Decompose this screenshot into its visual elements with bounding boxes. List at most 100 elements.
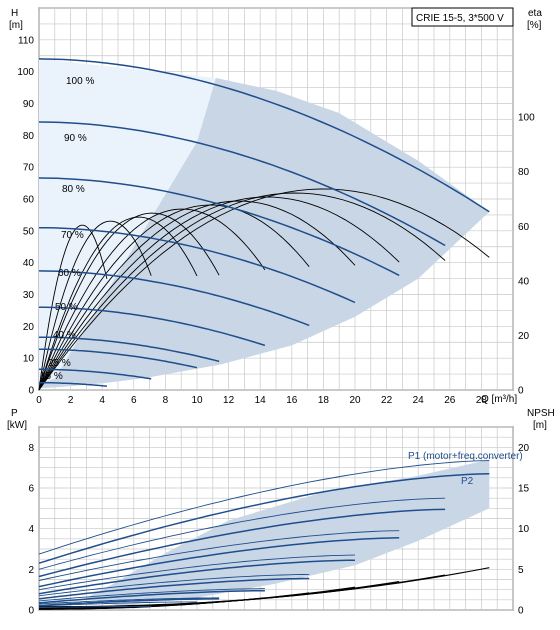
- power-curves: [38, 460, 490, 609]
- y-tick-label: 0: [28, 606, 34, 617]
- y2-tick-label: 5: [518, 565, 524, 576]
- y-tick-label: 40: [23, 258, 35, 269]
- y-tick-label: 6: [28, 484, 34, 495]
- p1-curve: [38, 597, 220, 605]
- x-tick-label: 2: [68, 395, 74, 406]
- power-area: [86, 459, 490, 606]
- x-tick-label: 26: [444, 395, 456, 406]
- chart-title: CRIE 15-5, 3*500 V: [416, 13, 504, 24]
- y2-tick-label: 60: [518, 222, 530, 233]
- p1-curve: [38, 460, 490, 555]
- series-label-p1: P1 (motor+freq.converter): [408, 451, 523, 462]
- head-curve: [38, 270, 310, 327]
- series-label-p2: P2: [461, 476, 474, 487]
- y2-tick-label: 10: [518, 524, 530, 535]
- speed-label: 100 %: [66, 76, 94, 87]
- y-tick-label: 60: [23, 195, 35, 206]
- p2-curve: [38, 559, 356, 595]
- head-curve: [39, 381, 107, 387]
- head-curve: [39, 348, 198, 369]
- p2-curve: [38, 598, 220, 607]
- speed-label: 60 %: [58, 268, 81, 279]
- x-tick-label: 6: [131, 395, 137, 406]
- x-tick-label: 18: [318, 395, 330, 406]
- head-curve: [39, 336, 220, 363]
- speed-labels: 100 % 90 % 80 % 70 % 60 % 50 % 40 % 25 % 15 %: [40, 76, 94, 382]
- y2-axis-label-npsh: NPSH: [527, 408, 555, 419]
- y2-axis-unit-npsh: [m]: [533, 420, 547, 431]
- y2-tick-label: 15: [518, 484, 530, 495]
- y-tick-label: 90: [23, 99, 35, 110]
- head-curve: [38, 121, 446, 247]
- bottom-y-tick-labels: 0 2 4 6 8: [28, 443, 34, 617]
- efficiency-curves: [38, 188, 490, 391]
- top-y-tick-labels: 0 10 20 30 40 50 60 70 80 90 100 110: [17, 35, 34, 396]
- p2-curve: [38, 473, 490, 564]
- y-tick-label: 110: [18, 35, 34, 46]
- x-tick-label: 8: [163, 395, 169, 406]
- x-tick-label: 16: [286, 395, 298, 406]
- x-tick-label: 22: [381, 395, 393, 406]
- efficiency-curve: [38, 208, 266, 391]
- head-curve: [39, 368, 152, 380]
- p1-curve: [38, 588, 265, 602]
- y-axis-unit-h: [m]: [9, 20, 23, 31]
- y2-tick-label: 80: [518, 167, 530, 178]
- y-tick-label: 10: [23, 354, 35, 365]
- y2-tick-label: 100: [518, 113, 535, 124]
- y-tick-label: 0: [28, 386, 34, 397]
- speed-label: 90 %: [64, 133, 87, 144]
- p1-curve: [38, 554, 356, 591]
- y-tick-label: 8: [28, 443, 34, 454]
- x-tick-label: 0: [36, 395, 42, 406]
- p1-curve: [38, 605, 152, 609]
- p1-curve: [38, 601, 197, 607]
- head-curve: [39, 226, 356, 304]
- title-box: [411, 7, 514, 27]
- y-axis-unit-p: [kW]: [7, 420, 27, 431]
- y2-tick-label: 0: [518, 386, 524, 397]
- p1-curve: [38, 530, 400, 581]
- x-tick-label: 28: [476, 395, 488, 406]
- p2-curve: [38, 589, 265, 604]
- x-axis-label-q: Q [m³/h]: [481, 394, 517, 405]
- speed-label: 80 %: [62, 184, 85, 195]
- y-tick-label: 30: [23, 290, 35, 301]
- y2-tick-label: 20: [518, 443, 530, 454]
- head-curve: [38, 306, 266, 347]
- y-tick-label: 2: [28, 565, 34, 576]
- y-axis-label-p: P: [11, 408, 18, 419]
- efficiency-curve: [38, 200, 356, 391]
- speed-label: 40 %: [53, 330, 76, 341]
- efficiency-curve: [38, 188, 490, 391]
- x-tick-label: 4: [99, 395, 105, 406]
- y-tick-label: 4: [28, 524, 34, 535]
- speed-label: 15 %: [40, 371, 63, 382]
- x-tick-label: 12: [223, 395, 235, 406]
- top-x-tick-labels: 0 2 4 6 8 10 12 14 16 18 20 22 24 26 28: [36, 395, 487, 406]
- speed-label: 25 %: [48, 358, 71, 369]
- x-tick-label: 24: [413, 395, 425, 406]
- operating-area: [39, 78, 490, 389]
- y-tick-label: 70: [23, 163, 35, 174]
- top-y2-tick-labels: 0 20 40 60 80 100: [518, 113, 535, 397]
- p2-curve: [38, 508, 446, 578]
- efficiency-curve: [38, 204, 310, 391]
- y2-axis-label-eta: eta: [528, 8, 542, 19]
- y2-tick-label: 40: [518, 276, 530, 287]
- y-tick-label: 100: [17, 67, 34, 78]
- bottom-y2-tick-labels: 0 5 10 15 20: [518, 443, 530, 617]
- y2-axis-unit-eta: [%]: [527, 20, 542, 31]
- p1-curve: [38, 573, 310, 597]
- head-curve: [38, 58, 490, 213]
- top-panel: 100 % 90 % 80 % 70 % 60 % 50 % 40 % 25 % 15 % 0 2…: [9, 7, 542, 406]
- speed-label: 70 %: [61, 230, 84, 241]
- y2-tick-label: 0: [518, 606, 524, 617]
- x-tick-label: 20: [349, 395, 361, 406]
- y-tick-label: 20: [23, 322, 35, 333]
- efficiency-curve: [38, 220, 152, 391]
- efficiency-curve: [38, 216, 198, 391]
- x-tick-label: 10: [191, 395, 203, 406]
- y-tick-label: 50: [23, 226, 35, 237]
- speed-label: 50 %: [55, 302, 78, 313]
